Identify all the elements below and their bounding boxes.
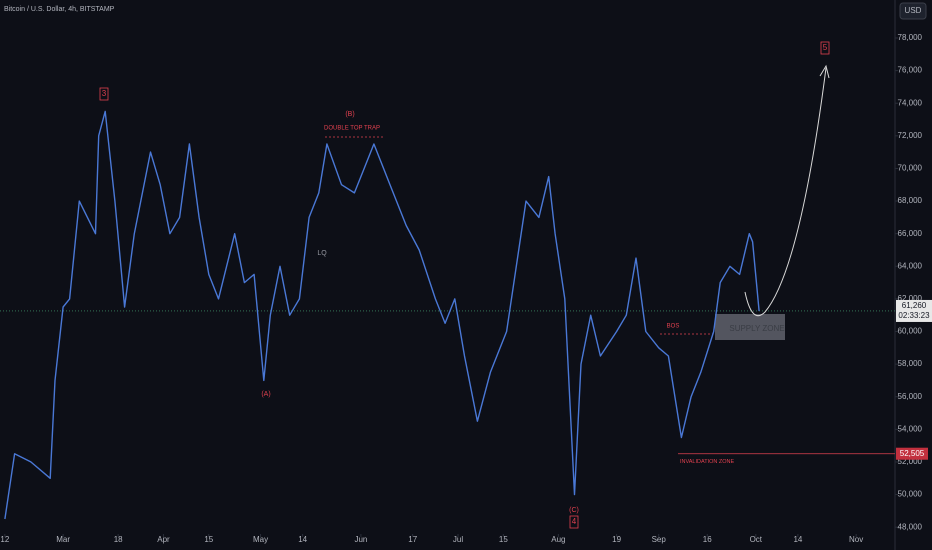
y-tick-label: 56,000 <box>898 392 923 401</box>
x-tick-label: 14 <box>793 535 802 544</box>
y-tick-label: 70,000 <box>898 164 923 173</box>
x-tick-label: 18 <box>114 535 123 544</box>
y-tick-label: 72,000 <box>898 131 923 140</box>
annotation: (C) <box>569 507 579 514</box>
symbol-title: Bitcoin / U.S. Dollar, 4h, BITSTAMP <box>4 6 115 13</box>
annotation: BOS <box>667 324 680 330</box>
x-tick-label: 17 <box>408 535 417 544</box>
y-tick-label: 54,000 <box>898 424 923 433</box>
supply-zone <box>715 314 785 340</box>
x-tick-label: May <box>253 535 268 544</box>
arrow-head <box>819 64 830 79</box>
x-tick-label: 19 <box>612 535 621 544</box>
y-tick-label: 64,000 <box>898 261 923 270</box>
x-tick-label: Jun <box>354 535 367 544</box>
wave-label-box <box>569 515 579 529</box>
current-price-tag <box>896 299 932 322</box>
countdown: 02:33:23 <box>898 311 930 320</box>
annotation: (A) <box>261 391 270 398</box>
x-tick-label: Nov <box>849 535 863 544</box>
y-tick-label: 74,000 <box>898 98 923 107</box>
currency-box <box>899 2 927 20</box>
annotation: SUPPLY ZONE <box>729 324 784 333</box>
wave-label-box <box>820 41 830 55</box>
x-tick-label: 12 <box>0 535 9 544</box>
current-price-label: 61,260 <box>902 301 927 310</box>
y-tick-label: 68,000 <box>898 196 923 205</box>
y-tick-label: 50,000 <box>898 490 923 499</box>
y-tick-label: 78,000 <box>898 33 923 42</box>
wave-label: 4 <box>572 517 577 526</box>
x-tick-label: Apr <box>157 535 170 544</box>
wave-label-box <box>99 87 109 101</box>
x-tick-label: Oct <box>750 535 763 544</box>
annotation: DOUBLE TOP TRAP <box>324 126 380 132</box>
y-tick-label: 66,000 <box>898 229 923 238</box>
x-tick-label: 16 <box>703 535 712 544</box>
projection-arrow <box>744 67 827 317</box>
annotation: INVALIDATION ZONE <box>680 459 735 465</box>
y-tick-label: 62,000 <box>898 294 923 303</box>
x-tick-label: Jul <box>453 535 463 544</box>
y-tick-label: 60,000 <box>898 327 923 336</box>
y-tick-label: 76,000 <box>898 66 923 75</box>
invalidation-tag <box>896 447 928 460</box>
wave-label: 3 <box>102 89 107 98</box>
x-tick-label: 14 <box>298 535 307 544</box>
x-tick-label: Aug <box>551 535 565 544</box>
x-tick-label: Sep <box>652 535 667 544</box>
x-tick-label: 15 <box>204 535 213 544</box>
x-tick-label: Mar <box>56 535 70 544</box>
currency: USD <box>905 6 922 15</box>
wave-label: 5 <box>823 43 828 52</box>
y-tick-label: 48,000 <box>898 522 923 531</box>
y-tick-label: 52,000 <box>898 457 923 466</box>
annotation: (B) <box>345 111 354 118</box>
x-tick-label: 15 <box>499 535 508 544</box>
price-line <box>4 110 760 520</box>
y-tick-label: 58,000 <box>898 359 923 368</box>
annotation: LQ <box>317 250 327 257</box>
invalidation-label: 52,505 <box>900 449 925 458</box>
